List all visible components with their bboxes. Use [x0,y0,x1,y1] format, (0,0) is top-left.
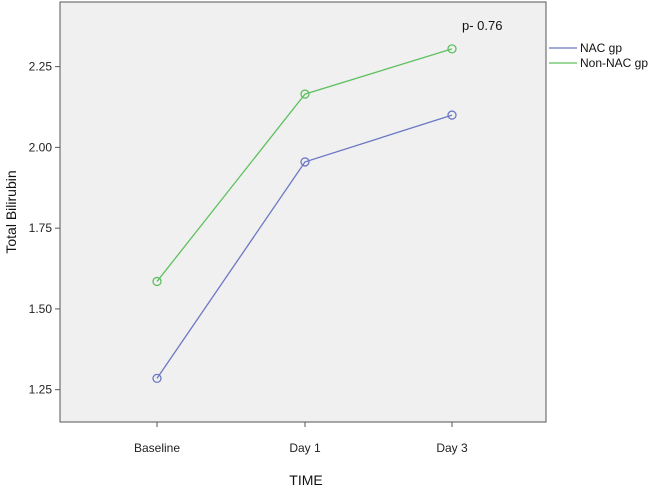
x-axis-title: TIME [289,472,322,488]
y-tick-label: 2.25 [29,60,53,74]
x-tick-label: Day 3 [436,441,468,455]
data-point [300,89,310,99]
y-tick-label: 1.50 [29,302,53,316]
y-tick-label: 1.75 [29,221,53,235]
y-tick-label: 2.00 [29,140,53,154]
legend-label: Non-NAC gp [580,56,648,70]
x-tick-label: Baseline [134,441,180,455]
series-line [156,48,453,282]
y-tick-label: 1.25 [29,383,53,397]
data-point [447,44,457,54]
data-point [447,110,457,120]
series [152,44,457,384]
data-point [152,276,162,287]
series-line [156,114,453,379]
p-value-annotation: p- 0.76 [462,18,502,33]
x-tick-label: Day 1 [289,441,321,455]
y-axis-title: Total Bilirubin [3,170,19,253]
ticks: 1.25 1.50 1.75 2.00 2.25 Baseline Day 1 Day 3 [29,60,468,455]
data-point [300,157,310,167]
plot-area [59,1,547,423]
legend-label: NAC gp [580,41,622,55]
data-point [152,373,162,384]
